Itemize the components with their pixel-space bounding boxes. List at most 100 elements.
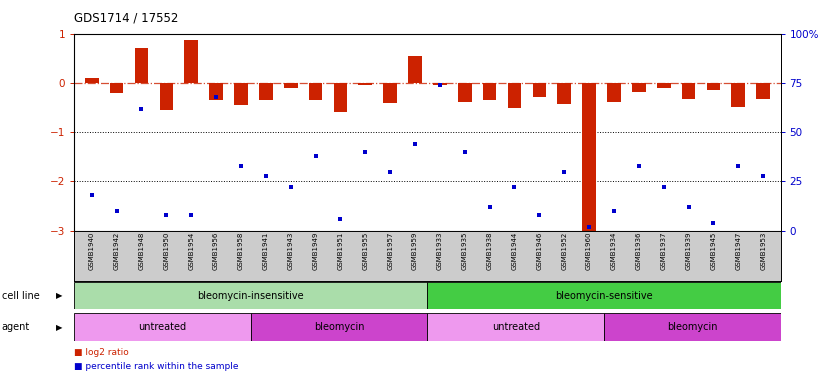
Bar xyxy=(110,83,123,93)
Text: GSMB1950: GSMB1950 xyxy=(164,232,169,270)
Point xyxy=(184,212,197,218)
Point xyxy=(210,94,223,100)
Point xyxy=(408,141,421,147)
Point xyxy=(483,204,496,210)
Text: bleomycin: bleomycin xyxy=(314,322,364,332)
Text: untreated: untreated xyxy=(139,322,187,332)
Text: GSMB1933: GSMB1933 xyxy=(437,232,443,270)
Point xyxy=(334,216,347,222)
Text: GSMB1939: GSMB1939 xyxy=(686,232,691,270)
Point xyxy=(508,184,521,190)
Text: bleomycin: bleomycin xyxy=(667,322,718,332)
Bar xyxy=(732,83,745,106)
Point xyxy=(732,163,745,169)
Bar xyxy=(383,83,397,103)
Point xyxy=(159,212,173,218)
Point xyxy=(582,224,596,230)
Point xyxy=(259,172,273,178)
Bar xyxy=(74,282,428,309)
Bar xyxy=(85,78,98,83)
Text: GDS1714 / 17552: GDS1714 / 17552 xyxy=(74,11,178,24)
Bar xyxy=(632,83,646,92)
Text: agent: agent xyxy=(2,322,30,332)
Bar xyxy=(259,83,273,100)
Bar xyxy=(135,48,149,83)
Text: GSMB1946: GSMB1946 xyxy=(536,232,543,270)
Text: ▶: ▶ xyxy=(56,322,63,332)
Text: GSMB1957: GSMB1957 xyxy=(387,232,393,270)
Point xyxy=(607,208,620,214)
Text: GSMB1949: GSMB1949 xyxy=(312,232,319,270)
Text: GSMB1953: GSMB1953 xyxy=(760,232,767,270)
Text: GSMB1937: GSMB1937 xyxy=(661,232,667,270)
Text: GSMB1934: GSMB1934 xyxy=(611,232,617,270)
Bar xyxy=(209,83,223,100)
Bar xyxy=(681,83,695,99)
Text: GSMB1941: GSMB1941 xyxy=(263,232,268,270)
Bar xyxy=(74,313,251,341)
Bar xyxy=(428,282,781,309)
Text: GSMB1956: GSMB1956 xyxy=(213,232,219,270)
Text: GSMB1940: GSMB1940 xyxy=(88,232,95,270)
Bar xyxy=(558,83,571,104)
Bar xyxy=(159,83,173,110)
Point xyxy=(632,163,645,169)
Point xyxy=(358,149,372,155)
Text: GSMB1947: GSMB1947 xyxy=(735,232,741,270)
Bar xyxy=(458,83,472,102)
Point xyxy=(309,153,322,159)
Bar xyxy=(251,313,428,341)
Bar xyxy=(428,313,604,341)
Text: GSMB1952: GSMB1952 xyxy=(561,232,567,270)
Point xyxy=(135,106,148,112)
Bar xyxy=(607,83,621,102)
Text: GSMB1955: GSMB1955 xyxy=(363,232,368,270)
Point xyxy=(682,204,695,210)
Point xyxy=(85,192,98,198)
Point xyxy=(434,82,447,88)
Point xyxy=(558,169,571,175)
Text: untreated: untreated xyxy=(491,322,540,332)
Bar xyxy=(533,83,546,97)
Text: bleomycin-sensitive: bleomycin-sensitive xyxy=(555,291,653,301)
Text: ▶: ▶ xyxy=(56,291,63,300)
Text: GSMB1936: GSMB1936 xyxy=(636,232,642,270)
Point xyxy=(284,184,297,190)
Text: GSMB1945: GSMB1945 xyxy=(710,232,716,270)
Bar xyxy=(757,83,770,99)
Text: ■ log2 ratio: ■ log2 ratio xyxy=(74,348,129,357)
Bar xyxy=(706,83,720,90)
Text: GSMB1954: GSMB1954 xyxy=(188,232,194,270)
Text: GSMB1959: GSMB1959 xyxy=(412,232,418,270)
Point xyxy=(657,184,671,190)
Point xyxy=(707,220,720,226)
Bar xyxy=(358,83,373,86)
Text: cell line: cell line xyxy=(2,291,40,301)
Text: GSMB1944: GSMB1944 xyxy=(511,232,518,270)
Text: GSMB1943: GSMB1943 xyxy=(287,232,294,270)
Text: ■ percentile rank within the sample: ■ percentile rank within the sample xyxy=(74,362,239,371)
Text: GSMB1938: GSMB1938 xyxy=(487,232,492,270)
Text: GSMB1935: GSMB1935 xyxy=(462,232,468,270)
Point xyxy=(110,208,123,214)
Bar xyxy=(234,83,248,105)
Point xyxy=(757,172,770,178)
Text: bleomycin-insensitive: bleomycin-insensitive xyxy=(197,291,304,301)
Bar xyxy=(604,313,781,341)
Text: GSMB1960: GSMB1960 xyxy=(586,232,592,270)
Point xyxy=(383,169,396,175)
Bar xyxy=(309,83,322,100)
Text: GSMB1942: GSMB1942 xyxy=(114,232,120,270)
Point xyxy=(533,212,546,218)
Text: GSMB1958: GSMB1958 xyxy=(238,232,244,270)
Bar xyxy=(482,83,496,100)
Bar xyxy=(334,83,347,111)
Bar xyxy=(433,83,447,86)
Text: GSMB1948: GSMB1948 xyxy=(139,232,145,270)
Text: GSMB1951: GSMB1951 xyxy=(337,232,344,270)
Bar xyxy=(184,40,198,83)
Bar xyxy=(508,83,521,108)
Bar xyxy=(408,56,422,83)
Bar xyxy=(582,83,596,236)
Point xyxy=(235,163,248,169)
